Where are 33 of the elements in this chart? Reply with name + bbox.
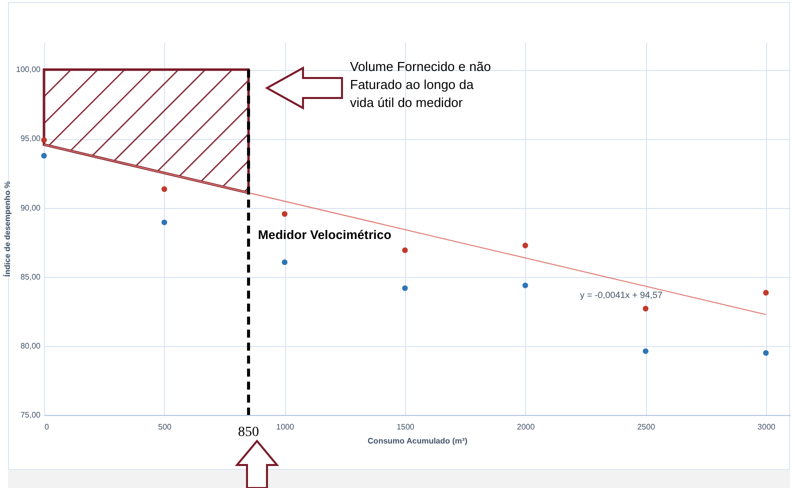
- x-tick-label: 500: [158, 422, 172, 432]
- y-tick-label: 100,00: [16, 65, 42, 74]
- point: [522, 242, 528, 248]
- point: [763, 350, 769, 356]
- y-tick-label: 85,00: [20, 272, 42, 282]
- point: [763, 290, 769, 296]
- x-tick-label: 3000: [758, 422, 776, 432]
- point: [41, 152, 47, 159]
- y-tick-label: 75,00: [20, 410, 42, 420]
- y-axis-title: Índice de desempenho %: [2, 181, 12, 277]
- point: [282, 259, 288, 266]
- x-tick-label: 1000: [276, 422, 295, 432]
- annotation: Medidor Velocimétrico: [258, 228, 392, 242]
- x-axis-title: Consumo Acumulado (m³): [368, 436, 468, 446]
- y-tick-label: 90,00: [20, 203, 42, 212]
- point: [41, 137, 47, 143]
- point: [282, 211, 288, 217]
- x-tick-label: 1500: [396, 422, 415, 432]
- x-tick-label: 0: [44, 422, 50, 432]
- point: [642, 306, 648, 312]
- point: [642, 348, 648, 354]
- x-tick-label: 2500: [637, 422, 656, 432]
- y-tick-label: 80,00: [20, 341, 42, 350]
- point: [402, 247, 408, 254]
- point: [402, 285, 408, 291]
- y-tick-label: 95,00: [20, 134, 42, 144]
- point: [522, 282, 528, 288]
- ref-line-label: 850: [238, 425, 260, 440]
- point: [161, 186, 168, 192]
- annotation: Volume Fornecido e não Faturado ao longo da vida útil do medidor: [350, 59, 491, 110]
- annotation: y = -0,0041x + 94,57: [580, 290, 663, 300]
- point: [161, 220, 168, 226]
- x-tick-label: 2000: [516, 422, 536, 432]
